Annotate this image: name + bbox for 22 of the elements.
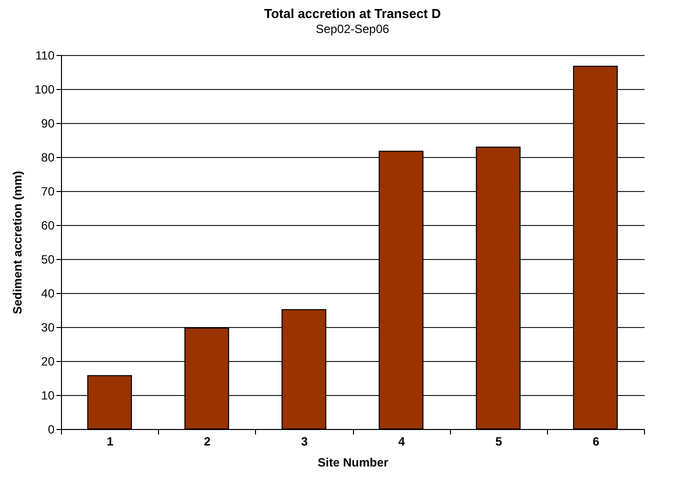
y-tick-label: 110 [35,48,55,62]
x-tick-label: 4 [398,434,406,448]
y-tick-label: 60 [41,218,55,232]
y-tick-label: 80 [41,150,55,164]
x-tick-label: 1 [106,434,114,448]
y-tick-label: 0 [48,422,55,436]
y-axis-title: Sediment accretion (mm) [10,170,24,314]
x-axis-title: Site Number [318,456,389,470]
x-tick-label: 6 [592,434,600,448]
y-tick-label: 40 [41,286,55,300]
y-tick-label: 30 [41,320,55,334]
y-tick-label: 50 [41,252,55,266]
y-tick-label: 90 [41,116,55,130]
y-tick-label: 70 [41,184,55,198]
y-tick-label: 100 [34,82,55,96]
chart-subtitle: Sep02-Sep06 [316,22,390,36]
x-tick-label: 3 [301,434,308,448]
y-tick-label: 10 [41,388,55,402]
chart-title: Total accretion at Transect D [264,6,441,21]
x-tick-label: 2 [204,434,211,448]
y-tick-label: 20 [41,354,55,368]
x-tick-label: 5 [495,434,502,448]
